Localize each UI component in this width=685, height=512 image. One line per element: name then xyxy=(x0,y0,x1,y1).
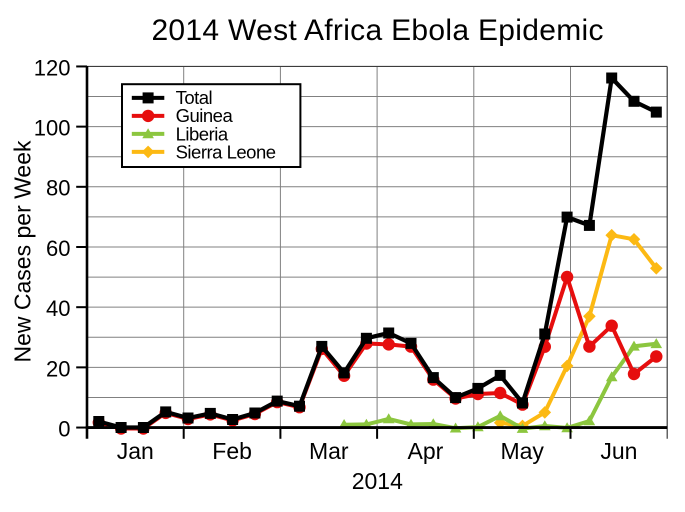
svg-text:New Cases per Week: New Cases per Week xyxy=(10,140,36,362)
svg-text:2014: 2014 xyxy=(352,468,403,494)
svg-text:Apr: Apr xyxy=(408,438,444,464)
svg-text:Jan: Jan xyxy=(117,438,154,464)
svg-text:Liberia: Liberia xyxy=(176,123,229,144)
svg-text:20: 20 xyxy=(46,356,70,381)
svg-text:Mar: Mar xyxy=(309,438,349,464)
svg-text:2014 West Africa Ebola Epidemi: 2014 West Africa Ebola Epidemic xyxy=(151,14,603,47)
svg-text:100: 100 xyxy=(34,116,71,141)
svg-text:Jun: Jun xyxy=(600,438,637,464)
svg-text:40: 40 xyxy=(46,296,70,321)
svg-text:80: 80 xyxy=(46,176,70,201)
svg-text:Sierra Leone: Sierra Leone xyxy=(176,141,276,162)
svg-text:Total: Total xyxy=(176,87,213,108)
svg-text:0: 0 xyxy=(58,416,70,441)
svg-text:Guinea: Guinea xyxy=(176,105,234,126)
svg-text:Feb: Feb xyxy=(212,438,252,464)
svg-text:120: 120 xyxy=(34,55,71,80)
svg-text:May: May xyxy=(500,438,544,464)
svg-text:60: 60 xyxy=(46,236,70,261)
